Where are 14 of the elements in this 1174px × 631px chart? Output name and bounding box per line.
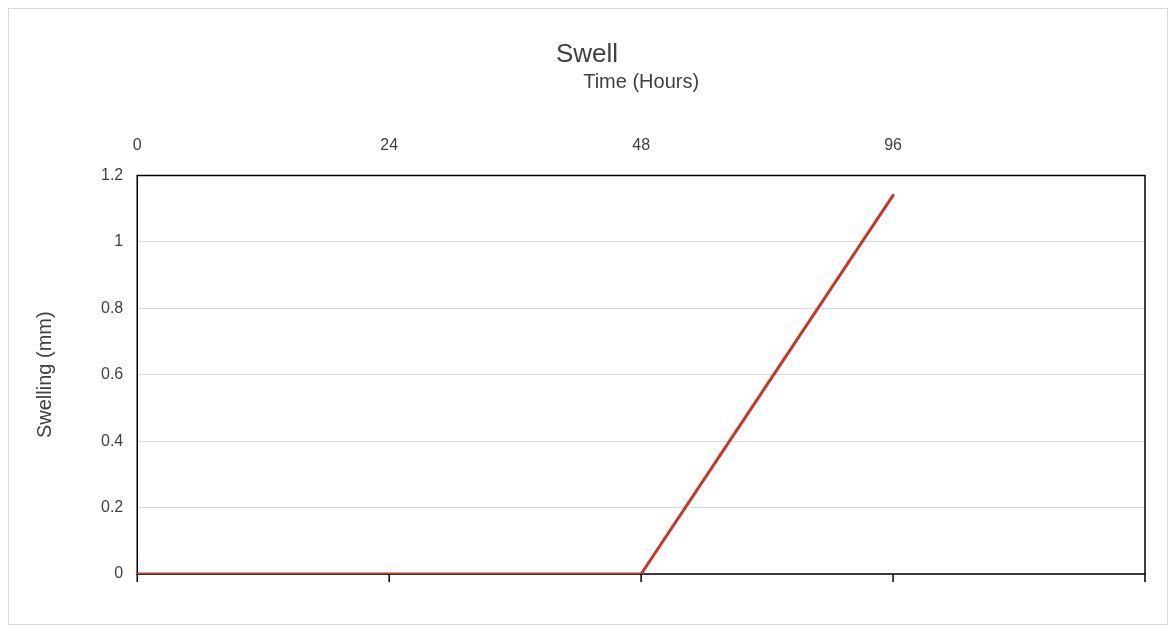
y-tick-label: 1.2: [100, 165, 124, 183]
x-tick-label: 24: [380, 136, 399, 154]
y-axis-title: Swelling (mm): [32, 311, 55, 439]
y-tick-label: 1: [114, 232, 124, 250]
y-tick-label: 0: [114, 564, 124, 582]
y-tick-label: 0.6: [100, 365, 124, 383]
y-tick-label: 0.4: [100, 431, 124, 449]
x-tick-label: 96: [884, 136, 903, 154]
x-tick-label: 0: [132, 136, 142, 154]
x-tick-label: 48: [632, 136, 651, 154]
y-tick-label: 0.2: [100, 497, 124, 515]
y-tick-label: 0.8: [100, 298, 124, 316]
x-axis-title: Time (Hours): [583, 69, 700, 92]
chart-title: Swell: [555, 37, 619, 68]
